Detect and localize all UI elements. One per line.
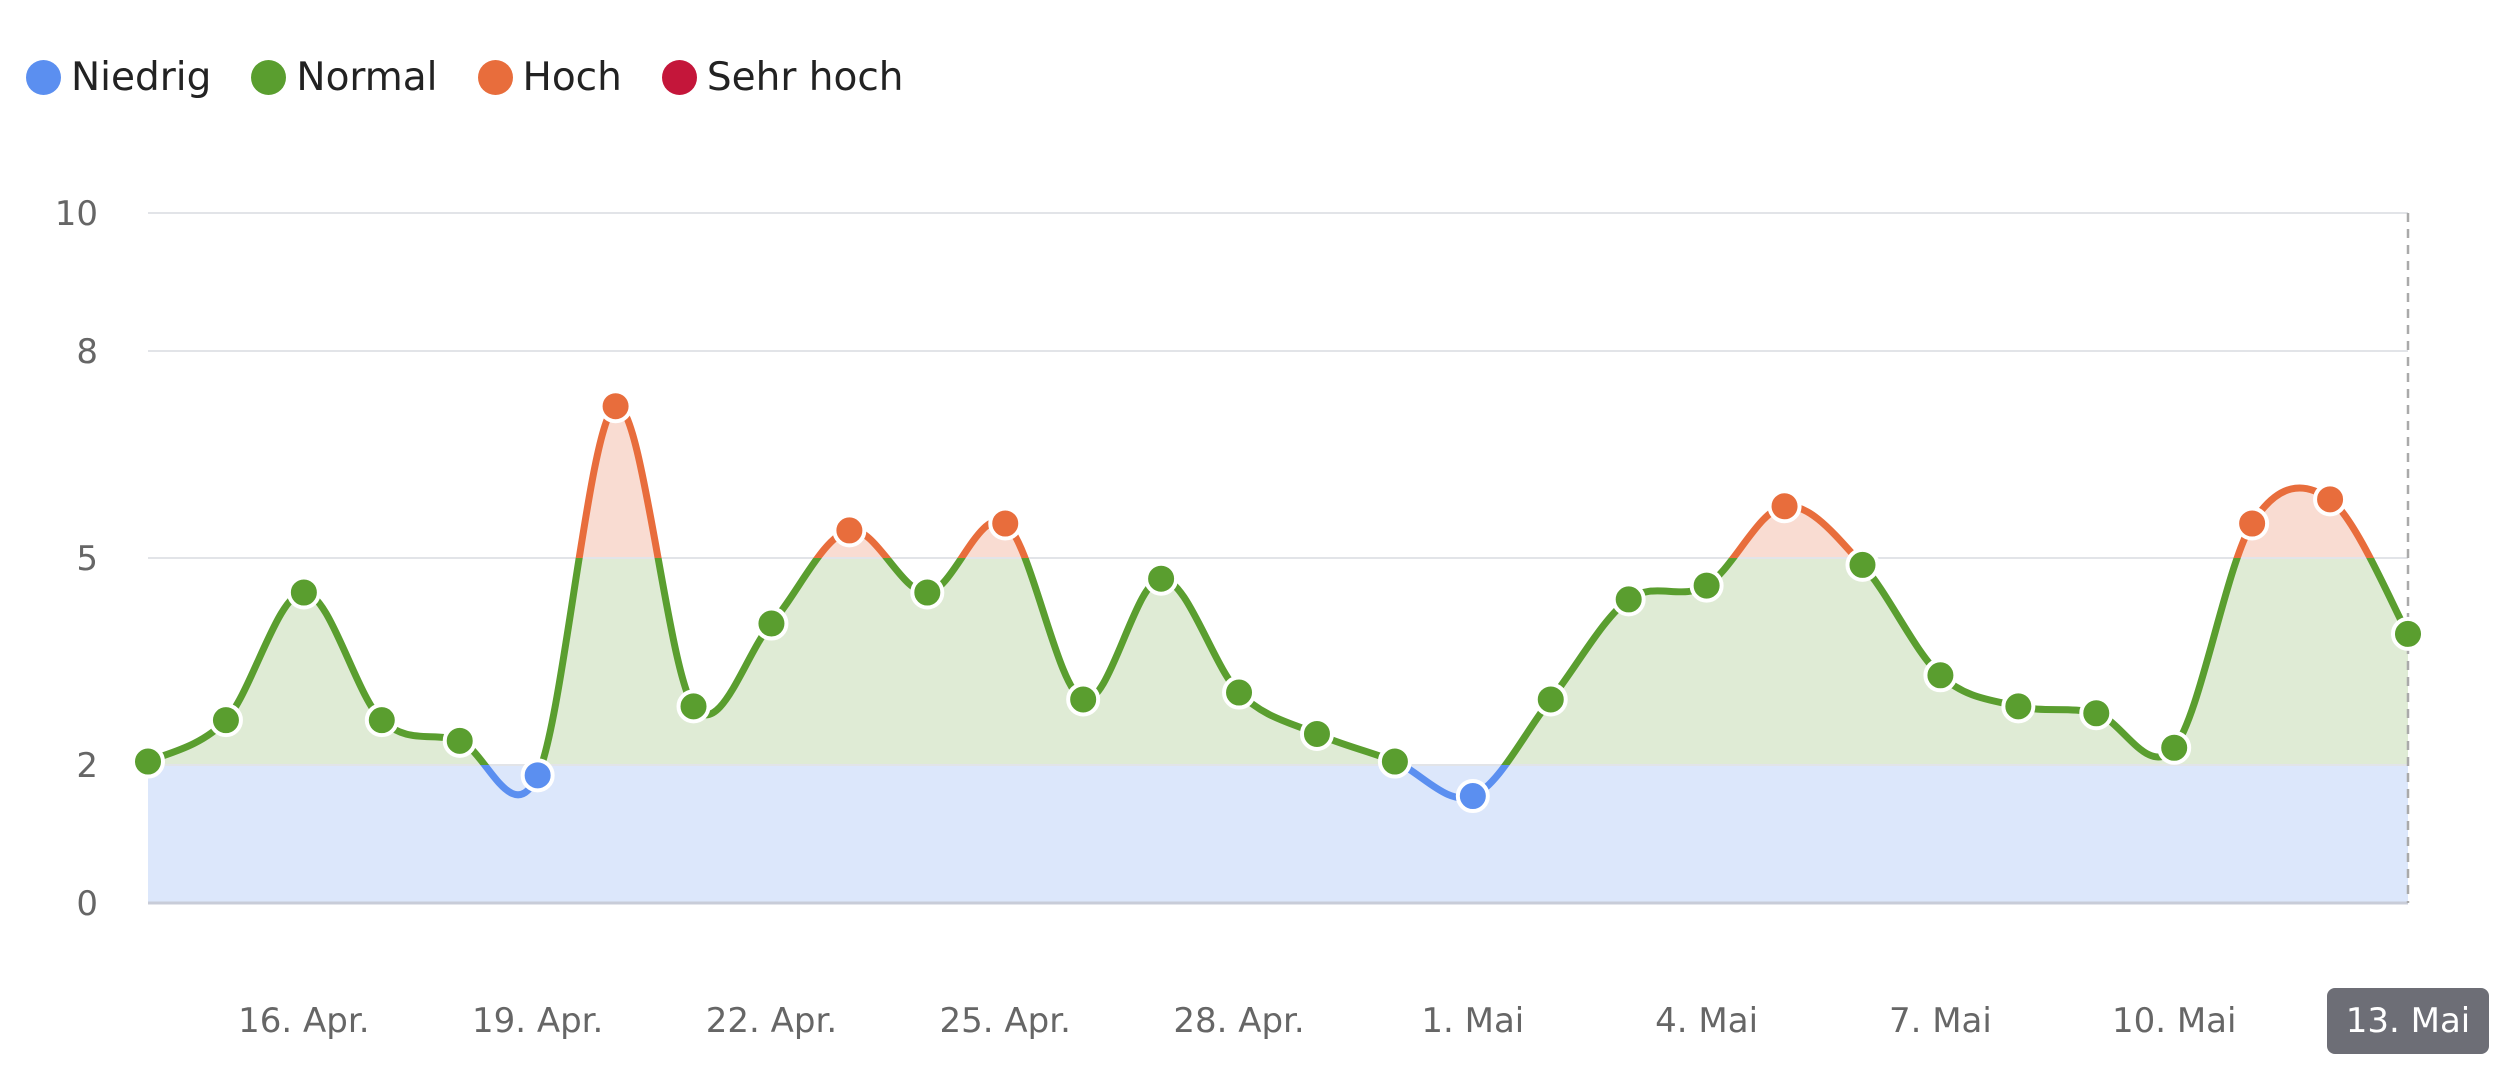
data-point [754, 606, 789, 641]
y-tick-label: 8 [76, 332, 98, 372]
data-point [1455, 779, 1490, 814]
data-point [2313, 482, 2348, 517]
data-point [1611, 582, 1646, 617]
data-point [2391, 616, 2425, 651]
area-band-normal [148, 558, 2408, 765]
x-tick-label: 7. Mai [1889, 1001, 1992, 1041]
y-tick-label: 0 [76, 884, 98, 924]
area-band-hoch [148, 405, 2408, 558]
data-point [988, 506, 1023, 541]
data-point [286, 575, 321, 610]
legend-label-hoch: Hoch [522, 55, 622, 100]
x-tick-label: 4. Mai [1655, 1001, 1758, 1041]
data-point [910, 575, 945, 610]
data-point [2079, 696, 2114, 731]
legend-dot-sehr-hoch [661, 60, 697, 95]
x-tick-label: 22. Apr. [706, 1001, 837, 1041]
x-tick-label: 1. Mai [1421, 1001, 1524, 1041]
legend-dot-normal [251, 60, 287, 95]
data-point [131, 744, 165, 779]
data-point [1689, 568, 1724, 603]
legend-label-sehr-hoch: Sehr hoch [706, 55, 904, 100]
data-point [598, 389, 633, 424]
data-point [832, 513, 867, 548]
data-point [442, 723, 477, 758]
legend-item-niedrig[interactable]: Niedrig [26, 58, 211, 97]
x-tick-label: 13. Mai [2346, 1001, 2471, 1041]
legend-dot-niedrig [26, 60, 61, 95]
y-tick-label: 5 [76, 539, 98, 579]
x-tick-highlight [2327, 988, 2489, 1054]
legend-dot-hoch [477, 60, 513, 95]
area-band-sehr-hoch [148, 213, 2408, 351]
band-niedrig [148, 765, 2408, 903]
x-tick-label: 19. Apr. [472, 1001, 603, 1041]
chart-legend: Niedrig Normal Hoch Sehr hoch [26, 58, 944, 97]
data-point [520, 758, 555, 793]
x-tick-label: 16. Apr. [238, 1001, 369, 1041]
area-fill [148, 213, 2408, 765]
y-tick-label: 2 [76, 746, 98, 786]
legend-item-sehr-hoch[interactable]: Sehr hoch [661, 55, 904, 100]
data-point [1767, 489, 1802, 524]
data-point [1222, 675, 1257, 710]
x-tick-label: 28. Apr. [1173, 1001, 1304, 1041]
y-tick-label: 10 [55, 194, 98, 234]
data-point [1377, 744, 1412, 779]
legend-label-normal: Normal [296, 55, 438, 100]
legend-item-hoch[interactable]: Hoch [477, 55, 622, 100]
data-point [1923, 658, 1958, 693]
x-tick-label: 25. Apr. [940, 1001, 1071, 1041]
data-point [364, 703, 399, 738]
data-point [676, 689, 711, 724]
data-point [2235, 506, 2270, 541]
data-point [2157, 730, 2192, 765]
data-point [1533, 682, 1568, 717]
data-point [208, 703, 243, 738]
data-point [1144, 561, 1179, 596]
data-point [1299, 716, 1334, 751]
x-tick-label: 10. Mai [2112, 1001, 2237, 1041]
data-point [1066, 682, 1101, 717]
legend-label-niedrig: Niedrig [71, 55, 212, 100]
data-point [1845, 547, 1880, 582]
data-point [2001, 689, 2036, 724]
legend-item-normal[interactable]: Normal [251, 55, 438, 100]
